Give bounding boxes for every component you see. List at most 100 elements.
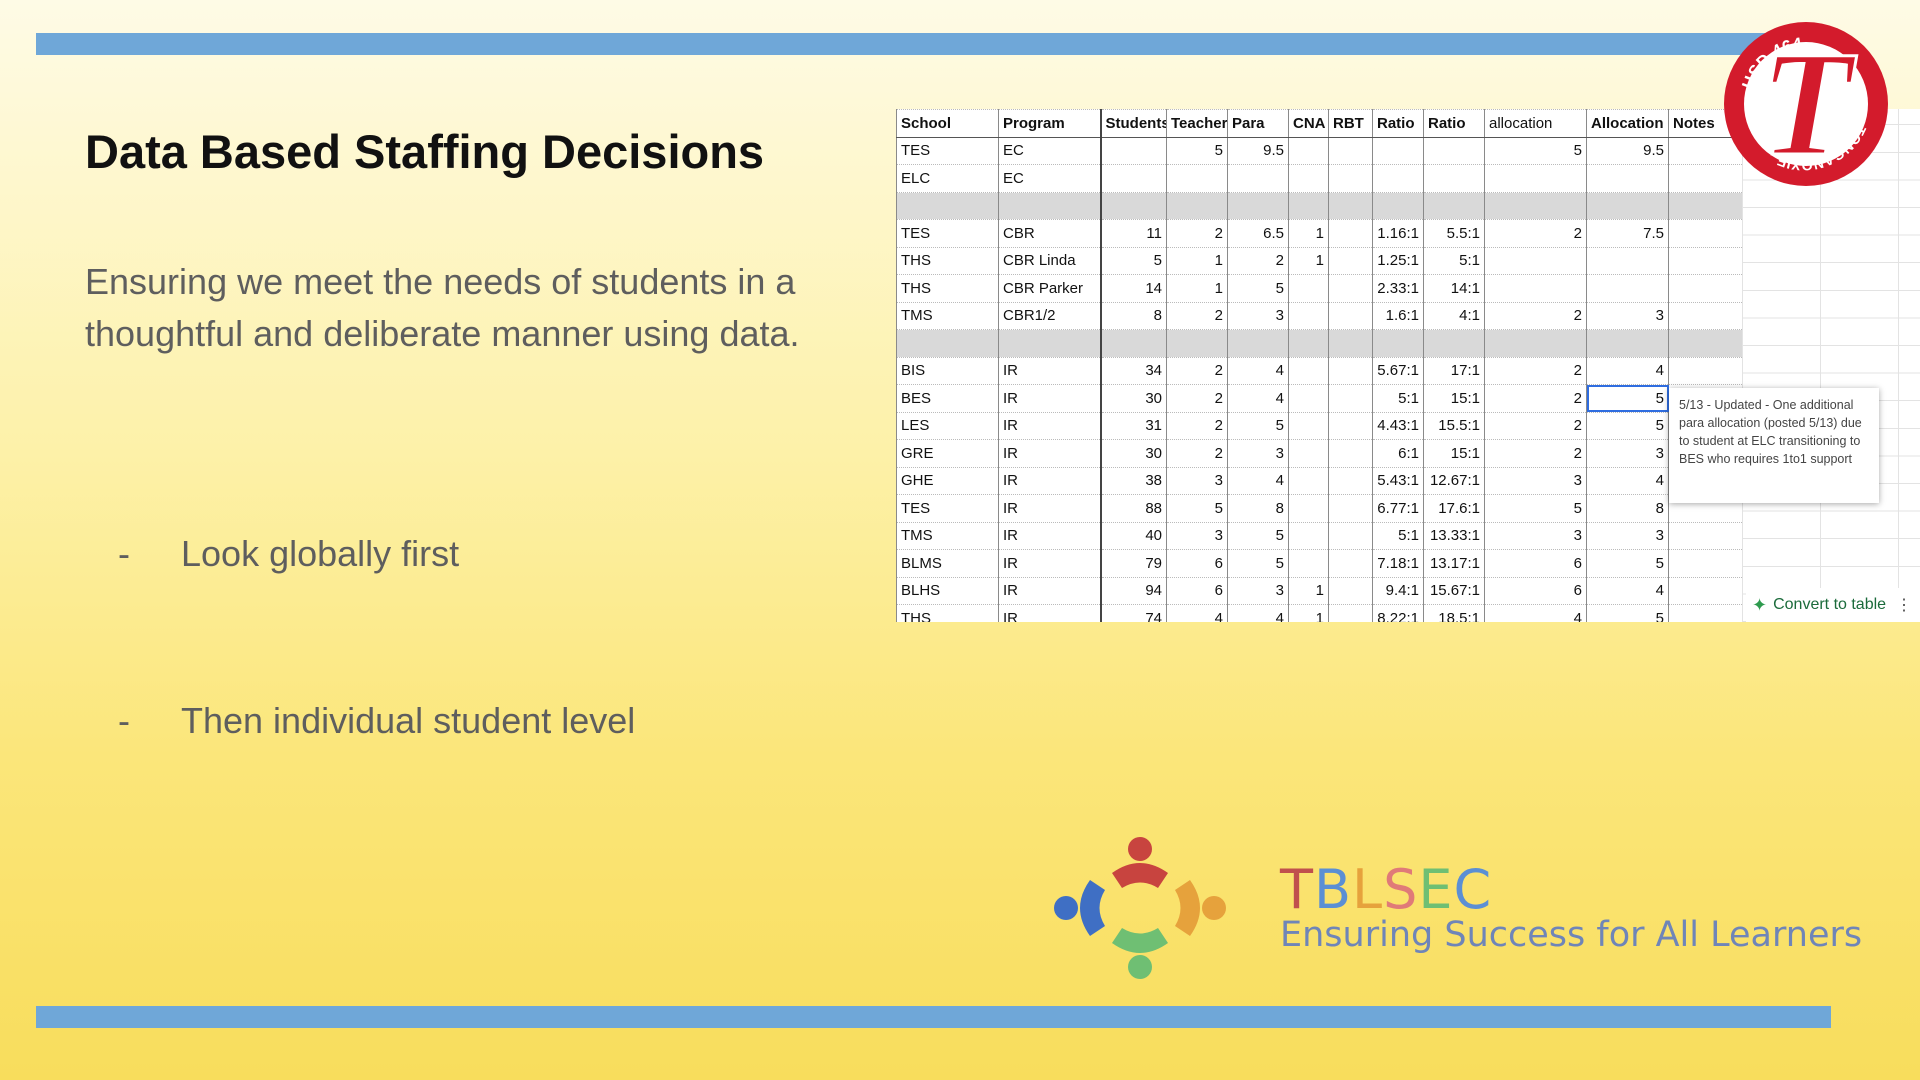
table-cell[interactable]: GHE bbox=[896, 466, 999, 495]
table-cell[interactable]: THS bbox=[896, 246, 999, 275]
table-cell[interactable]: 6 bbox=[1484, 549, 1587, 578]
column-header[interactable]: allocation bbox=[1484, 109, 1587, 138]
table-cell[interactable] bbox=[1586, 329, 1669, 358]
table-cell[interactable]: 4.43:1 bbox=[1372, 411, 1424, 440]
table-cell[interactable] bbox=[1288, 549, 1329, 578]
table-cell[interactable]: 1 bbox=[1166, 246, 1228, 275]
table-cell[interactable]: 1 bbox=[1166, 274, 1228, 303]
table-cell[interactable]: 5 bbox=[1166, 136, 1228, 165]
table-cell[interactable] bbox=[1328, 246, 1373, 275]
table-cell[interactable]: 6 bbox=[1166, 549, 1228, 578]
table-cell[interactable] bbox=[1668, 576, 1743, 605]
table-cell[interactable] bbox=[1668, 521, 1743, 550]
table-cell[interactable]: 2 bbox=[1484, 411, 1587, 440]
table-cell[interactable]: IR bbox=[998, 411, 1101, 440]
table-cell[interactable]: 1 bbox=[1288, 246, 1329, 275]
table-cell[interactable]: IR bbox=[998, 494, 1101, 523]
table-cell[interactable]: IR bbox=[998, 439, 1101, 468]
table-cell[interactable] bbox=[1166, 329, 1228, 358]
column-header[interactable]: Students bbox=[1099, 109, 1167, 138]
table-cell[interactable]: 17:1 bbox=[1423, 356, 1485, 385]
table-cell[interactable] bbox=[1328, 136, 1373, 165]
table-cell[interactable]: 1.25:1 bbox=[1372, 246, 1424, 275]
table-cell[interactable]: 6 bbox=[1166, 576, 1228, 605]
table-cell[interactable] bbox=[1668, 191, 1743, 220]
table-cell[interactable]: 40 bbox=[1099, 521, 1167, 550]
table-cell[interactable]: 5 bbox=[1586, 604, 1669, 622]
table-cell[interactable] bbox=[1372, 191, 1424, 220]
convert-to-table-chip[interactable]: ✦ Convert to table ⋮ bbox=[1746, 588, 1920, 622]
table-cell[interactable]: 8 bbox=[1099, 301, 1167, 330]
table-cell[interactable]: THS bbox=[896, 604, 999, 622]
table-cell[interactable]: 5 bbox=[1227, 411, 1289, 440]
table-cell[interactable]: 13.17:1 bbox=[1423, 549, 1485, 578]
table-cell[interactable]: 6.77:1 bbox=[1372, 494, 1424, 523]
table-cell[interactable]: IR bbox=[998, 384, 1101, 413]
table-cell[interactable]: 5 bbox=[1484, 494, 1587, 523]
table-cell[interactable]: 3 bbox=[1166, 466, 1228, 495]
table-cell[interactable]: 79 bbox=[1099, 549, 1167, 578]
table-cell[interactable]: 2 bbox=[1484, 384, 1587, 413]
table-cell[interactable]: CBR Parker bbox=[998, 274, 1101, 303]
table-cell[interactable]: IR bbox=[998, 466, 1101, 495]
table-cell[interactable] bbox=[1484, 164, 1587, 193]
table-cell[interactable]: 8.22:1 bbox=[1372, 604, 1424, 622]
table-cell[interactable]: 4 bbox=[1227, 356, 1289, 385]
table-cell[interactable]: 3 bbox=[1586, 439, 1669, 468]
table-cell[interactable]: 5 bbox=[1227, 521, 1289, 550]
cell-comment-popup[interactable]: 5/13 - Updated - One additional para all… bbox=[1669, 388, 1879, 503]
table-cell[interactable] bbox=[1166, 164, 1228, 193]
table-cell[interactable]: IR bbox=[998, 549, 1101, 578]
table-cell[interactable] bbox=[1668, 604, 1743, 622]
table-cell[interactable] bbox=[1227, 191, 1289, 220]
table-cell[interactable]: IR bbox=[998, 604, 1101, 622]
table-cell[interactable]: 5.5:1 bbox=[1423, 219, 1485, 248]
table-cell[interactable]: EC bbox=[998, 164, 1101, 193]
table-cell[interactable]: 31 bbox=[1099, 411, 1167, 440]
table-cell[interactable]: 6.5 bbox=[1227, 219, 1289, 248]
table-cell[interactable] bbox=[1328, 549, 1373, 578]
table-cell[interactable]: LES bbox=[896, 411, 999, 440]
table-cell[interactable] bbox=[1668, 246, 1743, 275]
table-cell[interactable]: TES bbox=[896, 494, 999, 523]
table-cell[interactable] bbox=[1227, 164, 1289, 193]
table-cell[interactable] bbox=[1288, 136, 1329, 165]
column-header[interactable]: School bbox=[896, 109, 999, 138]
column-header[interactable]: Para bbox=[1227, 109, 1289, 138]
table-cell[interactable]: 2 bbox=[1484, 219, 1587, 248]
table-cell[interactable]: 30 bbox=[1099, 439, 1167, 468]
table-cell[interactable]: 4 bbox=[1166, 604, 1228, 622]
table-cell[interactable]: 4 bbox=[1484, 604, 1587, 622]
table-cell[interactable]: 6 bbox=[1484, 576, 1587, 605]
table-cell[interactable]: 8 bbox=[1586, 494, 1669, 523]
table-cell[interactable]: 5.67:1 bbox=[1372, 356, 1424, 385]
table-cell[interactable]: 8 bbox=[1227, 494, 1289, 523]
table-cell[interactable] bbox=[1372, 164, 1424, 193]
table-cell[interactable] bbox=[896, 191, 999, 220]
table-cell[interactable]: 5 bbox=[1227, 274, 1289, 303]
table-cell[interactable]: CBR1/2 bbox=[998, 301, 1101, 330]
table-cell[interactable] bbox=[1099, 136, 1167, 165]
table-cell[interactable]: TMS bbox=[896, 521, 999, 550]
table-cell[interactable] bbox=[1372, 136, 1424, 165]
table-cell[interactable] bbox=[1328, 274, 1373, 303]
table-cell[interactable]: 2 bbox=[1166, 301, 1228, 330]
table-cell[interactable] bbox=[1668, 329, 1743, 358]
table-cell[interactable]: 2 bbox=[1166, 439, 1228, 468]
table-cell[interactable]: IR bbox=[998, 576, 1101, 605]
table-cell[interactable]: 4 bbox=[1586, 356, 1669, 385]
table-cell[interactable] bbox=[1328, 164, 1373, 193]
table-cell[interactable] bbox=[1099, 191, 1167, 220]
table-cell[interactable] bbox=[1328, 356, 1373, 385]
table-cell[interactable]: 4 bbox=[1227, 384, 1289, 413]
table-cell[interactable]: 3 bbox=[1227, 301, 1289, 330]
table-cell[interactable]: 88 bbox=[1099, 494, 1167, 523]
table-cell[interactable]: 14:1 bbox=[1423, 274, 1485, 303]
table-cell[interactable]: 2 bbox=[1227, 246, 1289, 275]
table-cell[interactable] bbox=[1423, 136, 1485, 165]
table-cell[interactable] bbox=[1328, 301, 1373, 330]
table-cell[interactable]: 4:1 bbox=[1423, 301, 1485, 330]
table-cell[interactable]: 3 bbox=[1586, 301, 1669, 330]
table-cell[interactable] bbox=[1484, 274, 1587, 303]
table-cell[interactable] bbox=[1668, 301, 1743, 330]
